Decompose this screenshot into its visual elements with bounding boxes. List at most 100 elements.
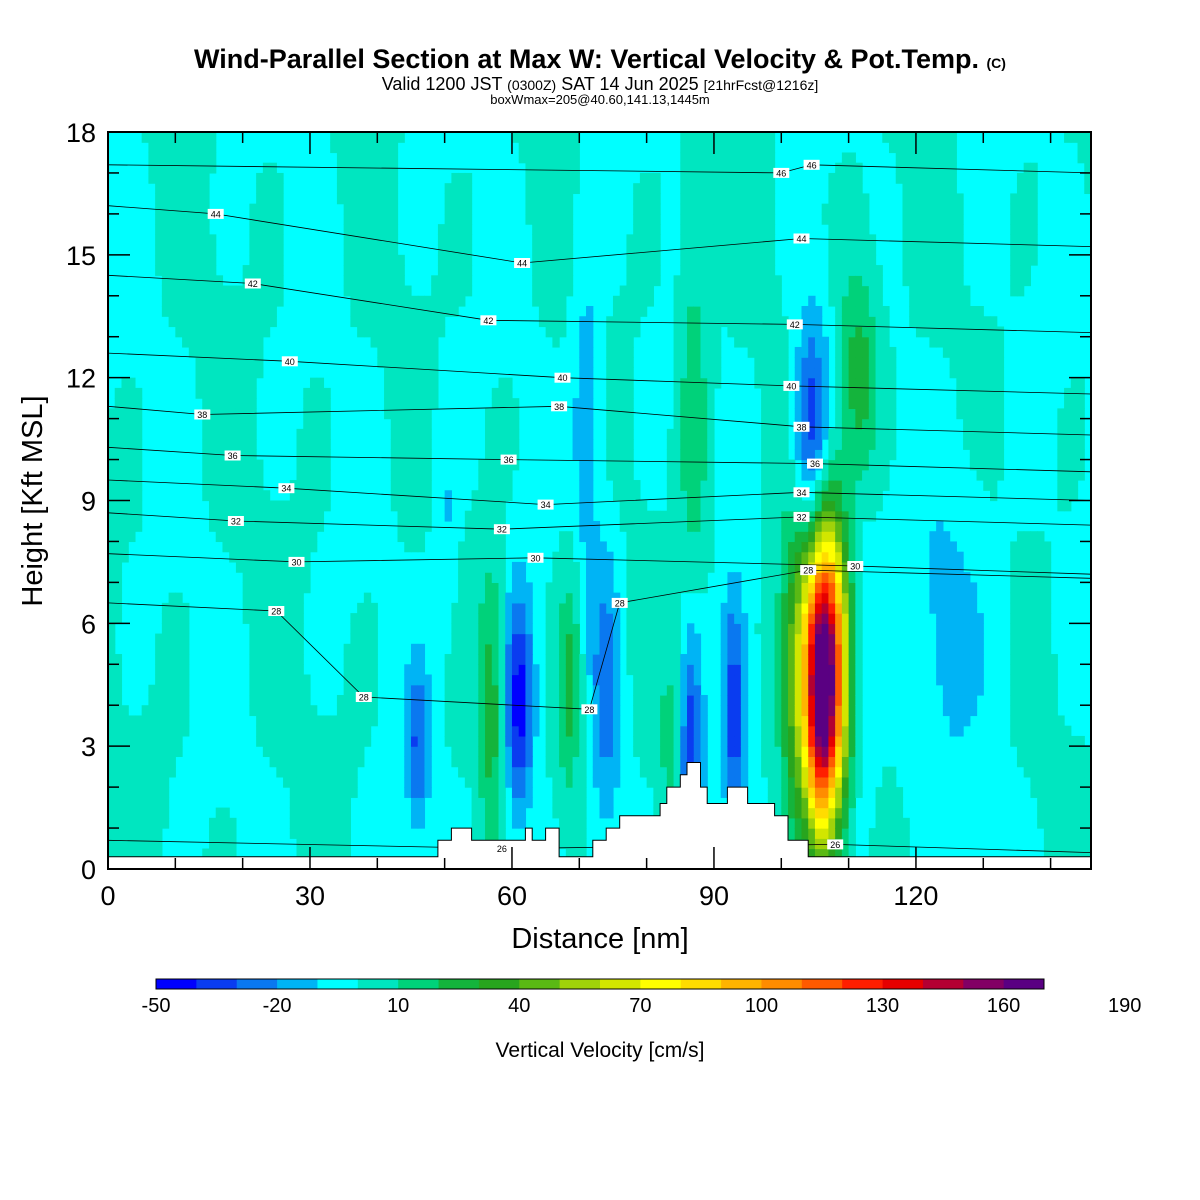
w-cell [990,336,998,348]
w-cell [242,551,250,563]
w-cell [841,582,850,594]
w-cell [976,367,984,379]
w-cell [114,613,123,624]
w-cell [693,172,702,184]
w-cell [404,541,412,553]
w-cell [525,152,533,164]
w-cell [990,316,998,328]
w-cell [673,582,681,594]
w-cell [586,398,594,409]
w-cell [155,725,163,737]
w-cell [579,480,587,491]
w-cell [687,172,695,184]
w-cell [720,654,729,665]
w-cell [545,172,553,184]
w-cell [128,377,136,389]
w-cell [161,797,170,809]
w-cell [767,265,776,276]
w-cell [256,193,264,205]
w-cell [431,316,439,328]
w-cell [525,766,533,778]
w-cell [269,725,277,737]
w-cell [128,746,136,758]
w-cell [606,654,614,665]
w-cell [841,316,850,328]
w-cell [525,684,533,696]
w-cell [767,531,776,543]
w-cell [350,213,358,225]
w-cell [545,285,553,297]
w-cell [357,224,365,235]
w-cell [875,408,883,420]
w-cell [794,807,803,819]
w-cell [841,367,850,379]
w-cell [592,674,601,686]
w-cell [108,807,116,819]
w-cell [458,684,466,696]
w-cell [377,316,385,328]
w-cell [801,306,809,317]
w-cell [572,705,580,717]
w-cell [666,602,675,614]
w-cell [606,387,614,399]
w-cell [404,459,412,471]
w-cell [680,674,688,686]
w-cell [761,346,769,358]
w-cell [235,541,244,553]
w-cell [511,725,520,737]
w-cell [397,254,405,266]
w-cell [949,346,957,358]
w-cell [808,735,816,747]
w-cell [700,172,708,184]
w-cell [215,377,224,389]
w-cell [491,510,500,522]
w-cell [108,766,116,778]
w-cell [417,408,426,420]
w-cell [269,203,277,215]
w-cell [552,183,560,195]
w-cell [309,828,318,839]
w-cell [377,306,385,317]
w-cell [303,449,311,461]
w-cell [841,838,850,850]
w-cell [249,428,257,440]
w-cell [586,367,594,379]
w-cell [700,132,708,143]
w-cell [451,234,459,246]
w-cell [444,510,452,522]
w-cell [202,203,210,215]
w-cell [687,531,695,543]
w-cell [195,265,203,276]
w-cell [794,602,803,614]
w-cell [276,694,284,706]
w-cell [283,592,291,604]
w-cell [868,838,877,850]
w-cell [471,613,479,624]
w-cell [579,500,587,512]
w-cell [862,510,870,522]
w-cell [707,152,715,164]
w-cell [384,275,392,287]
w-cell [309,418,318,430]
w-cell [303,510,311,522]
w-cell [848,551,856,563]
w-cell [330,132,338,143]
w-cell [377,275,385,287]
w-cell [505,654,513,665]
w-cell [626,336,634,348]
w-cell [794,531,803,543]
w-cell [707,275,715,287]
w-cell [202,172,210,184]
w-cell [471,592,479,604]
w-cell [828,275,836,287]
w-cell [384,285,392,297]
w-cell [727,674,735,686]
w-cell [235,561,244,573]
w-cell [713,172,722,184]
w-cell [693,428,702,440]
w-cell [572,725,580,737]
w-cell [942,643,951,655]
w-cell [303,408,311,420]
w-cell [397,469,405,481]
w-cell [303,817,311,829]
